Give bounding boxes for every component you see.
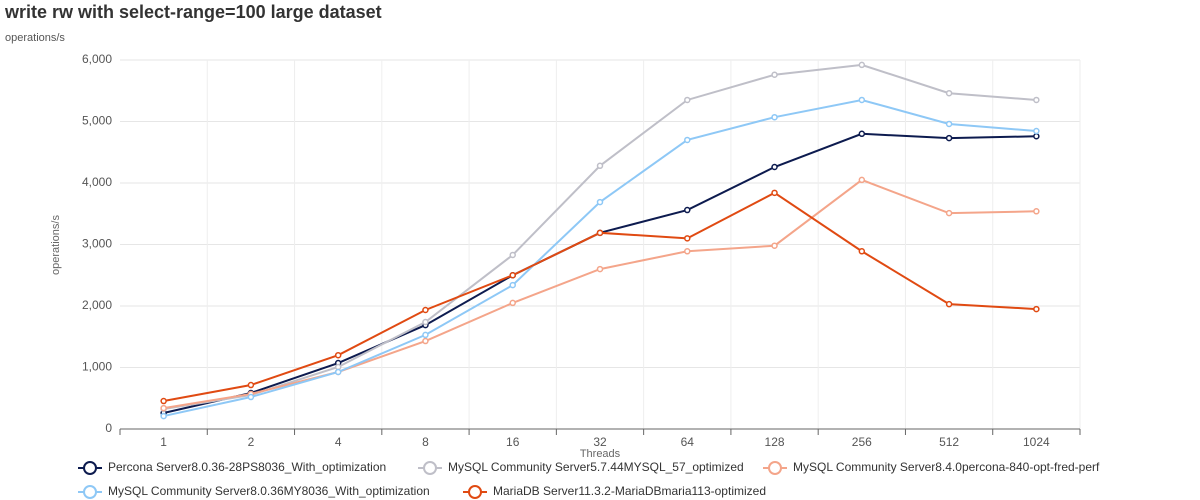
point: [247, 393, 255, 401]
x-tick-label: 1024: [1023, 435, 1050, 449]
point: [684, 235, 691, 242]
point: [945, 300, 953, 308]
point: [596, 265, 604, 273]
y-tick-label: 4,000: [82, 175, 112, 189]
legend-label: MySQL Community Server8.4.0percona-840-o…: [793, 460, 1100, 474]
point: [1033, 127, 1040, 135]
chart-subtitle: operations/s: [5, 32, 65, 44]
point: [160, 397, 167, 405]
point: [596, 162, 604, 170]
point: [945, 209, 953, 217]
x-tick-label: 8: [422, 435, 429, 449]
point: [160, 404, 167, 412]
y-tick-label: 2,000: [82, 298, 112, 312]
y-tick-label: 0: [105, 421, 112, 435]
y-tick-label: 6,000: [82, 52, 112, 66]
point: [684, 206, 691, 214]
point: [1033, 208, 1040, 215]
x-tick-label: 128: [765, 435, 785, 449]
point: [771, 242, 778, 249]
legend-label: MySQL Community Server8.0.36MY8036_With_…: [108, 484, 430, 498]
x-tick-label: 16: [506, 435, 520, 449]
point: [334, 351, 342, 359]
point: [1033, 96, 1040, 104]
point: [858, 176, 866, 184]
legend-marker: [768, 461, 782, 475]
x-tick-label: 512: [939, 435, 959, 449]
point: [1033, 133, 1040, 140]
point: [945, 120, 953, 128]
point: [771, 113, 778, 121]
point: [1033, 305, 1040, 313]
legend-marker: [83, 485, 97, 499]
point: [858, 96, 866, 104]
x-tick-label: 32: [593, 435, 607, 449]
legend-marker: [423, 461, 437, 475]
point: [771, 163, 778, 171]
legend-marker: [468, 485, 482, 499]
chart-title: write rw with select-range=100 large dat…: [4, 2, 382, 22]
point: [596, 198, 604, 206]
point: [945, 134, 953, 142]
point: [509, 251, 516, 259]
point: [684, 96, 691, 104]
legend-label: Percona Server8.0.36-28PS8036_With_optim…: [108, 460, 386, 474]
point: [422, 337, 429, 345]
legend-marker: [83, 461, 97, 475]
point: [858, 130, 866, 138]
point: [247, 381, 255, 389]
y-tick-label: 3,000: [82, 237, 112, 251]
point: [509, 299, 516, 307]
y-tick-label: 1,000: [82, 360, 112, 374]
x-tick-label: 2: [248, 435, 255, 449]
legend-label: MySQL Community Server5.7.44MYSQL_57_opt…: [448, 460, 744, 474]
x-axis-label: Threads: [580, 448, 621, 460]
point: [858, 61, 866, 69]
point: [945, 89, 953, 97]
point: [684, 248, 691, 255]
point: [771, 71, 778, 79]
point: [334, 368, 342, 376]
point: [160, 412, 167, 420]
legend-label: MariaDB Server11.3.2-MariaDBmaria113-opt…: [493, 484, 766, 498]
x-tick-label: 64: [681, 435, 695, 449]
point: [509, 272, 516, 279]
point: [596, 229, 604, 237]
point: [509, 281, 516, 289]
point: [858, 248, 866, 255]
point: [771, 189, 778, 197]
y-axis-label: operations/s: [50, 215, 62, 275]
x-tick-label: 256: [852, 435, 872, 449]
point: [422, 318, 429, 326]
point: [422, 331, 429, 339]
x-tick-label: 1: [160, 435, 167, 449]
point: [422, 306, 429, 314]
x-tick-label: 4: [335, 435, 342, 449]
point: [684, 136, 691, 144]
y-tick-label: 5,000: [82, 114, 112, 128]
